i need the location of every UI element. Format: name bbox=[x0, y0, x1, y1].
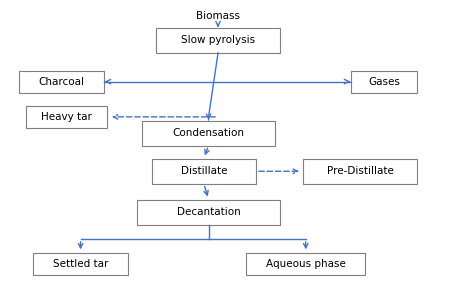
FancyBboxPatch shape bbox=[142, 121, 275, 146]
Text: Settled tar: Settled tar bbox=[53, 259, 108, 269]
Text: Distillate: Distillate bbox=[181, 166, 227, 176]
FancyBboxPatch shape bbox=[152, 159, 256, 184]
Text: Decantation: Decantation bbox=[177, 207, 240, 218]
FancyBboxPatch shape bbox=[26, 106, 107, 128]
Text: Condensation: Condensation bbox=[173, 128, 245, 138]
FancyBboxPatch shape bbox=[137, 200, 280, 225]
FancyBboxPatch shape bbox=[303, 159, 417, 184]
FancyBboxPatch shape bbox=[351, 71, 417, 93]
Text: Gases: Gases bbox=[368, 76, 400, 87]
Text: Slow pyrolysis: Slow pyrolysis bbox=[181, 35, 255, 46]
Text: Aqueous phase: Aqueous phase bbox=[266, 259, 346, 269]
Text: Pre-Distillate: Pre-Distillate bbox=[327, 166, 394, 176]
FancyBboxPatch shape bbox=[246, 253, 365, 275]
Text: Biomass: Biomass bbox=[196, 11, 240, 21]
FancyBboxPatch shape bbox=[33, 253, 128, 275]
FancyBboxPatch shape bbox=[19, 71, 104, 93]
Text: Heavy tar: Heavy tar bbox=[41, 112, 92, 122]
Text: Charcoal: Charcoal bbox=[38, 76, 85, 87]
FancyBboxPatch shape bbox=[156, 28, 280, 53]
